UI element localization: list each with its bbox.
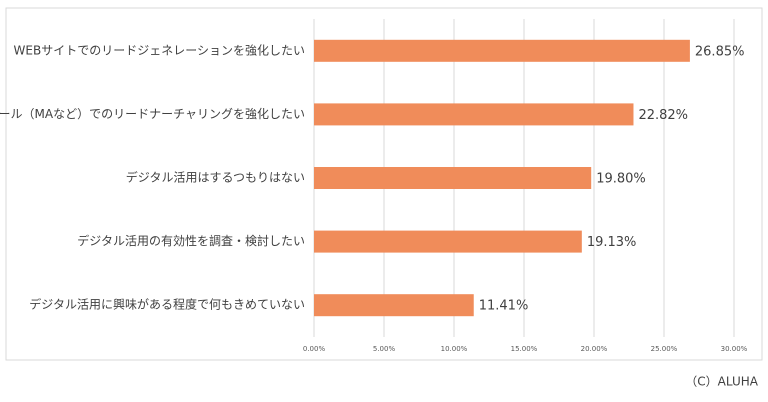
category-label: WEBサイトでのリードジェネレーションを強化したい (14, 43, 305, 57)
data-label: 22.82% (638, 108, 688, 123)
category-label: デジタル活用に興味がある程度で何もきめていない (29, 297, 305, 312)
x-tick-label: 5.00% (373, 345, 396, 353)
bar (314, 39, 690, 62)
x-tick-label: 20.00% (581, 345, 608, 353)
bar (314, 167, 592, 189)
category-label: メール（MAなど）でのリードナーチャリングを強化したい (0, 107, 305, 121)
data-label: 11.41% (479, 299, 529, 314)
bar (314, 230, 582, 253)
bar (314, 294, 474, 317)
x-tick-label: 30.00% (721, 345, 748, 353)
category-label: デジタル活用の有効性を調査・検討したい (77, 233, 305, 248)
data-label: 26.85% (695, 44, 745, 59)
x-tick-label: 25.00% (651, 345, 678, 353)
category-label: デジタル活用はするつもりはない (126, 170, 305, 185)
credit: （C）ALUHA (685, 375, 758, 389)
data-label: 19.13% (587, 235, 637, 250)
x-tick-label: 10.00% (441, 345, 468, 353)
data-label: 19.80% (596, 172, 646, 187)
bar (314, 103, 634, 126)
x-tick-label: 15.00% (511, 345, 538, 353)
x-tick-label: 0.00% (303, 345, 326, 353)
